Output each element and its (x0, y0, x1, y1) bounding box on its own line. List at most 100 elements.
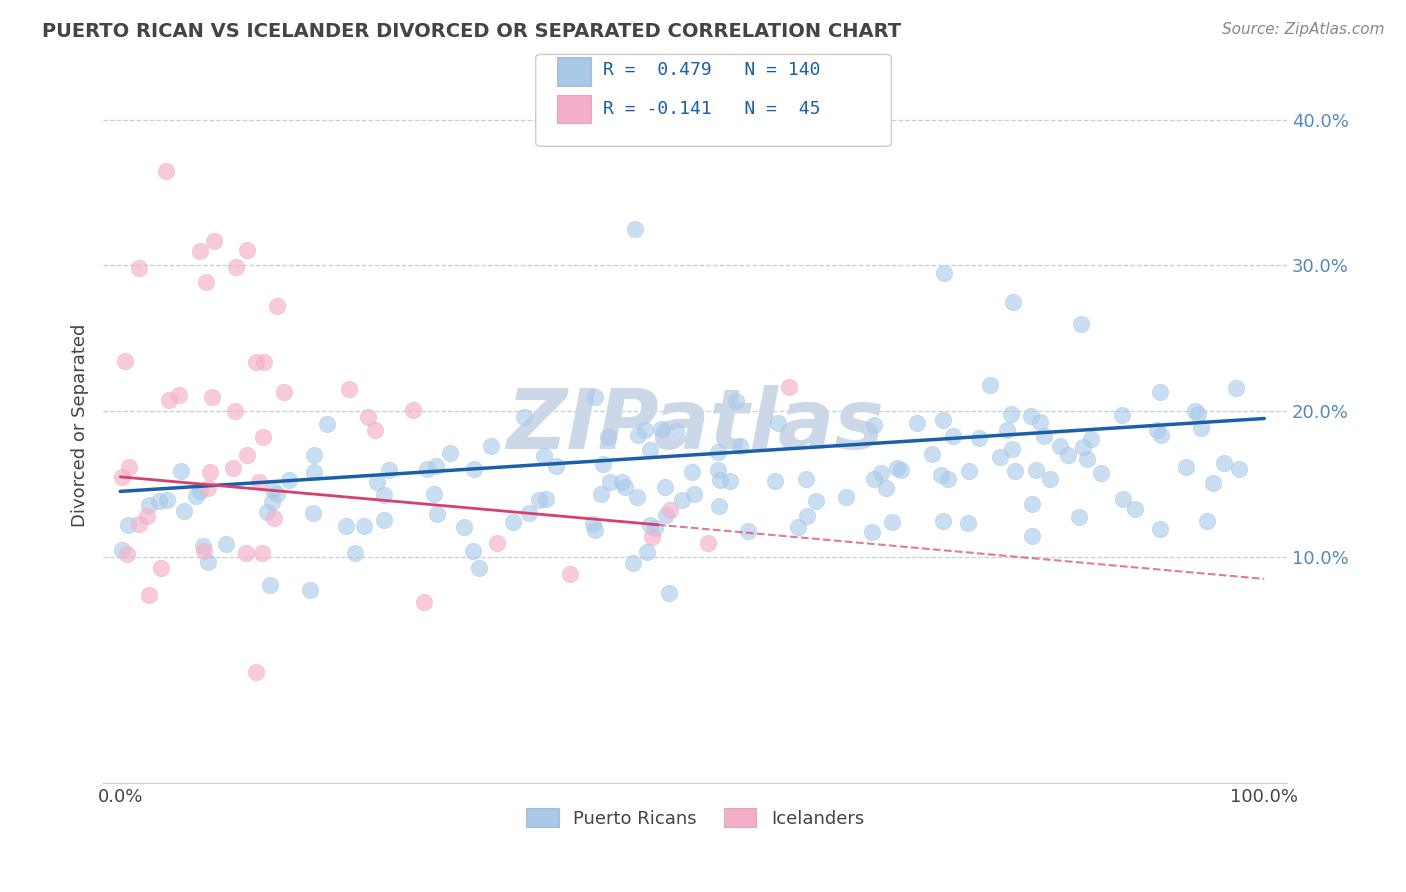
Point (157, 392, 180, 407)
Point (468, 561, 491, 575)
Point (599, 475, 621, 489)
Point (1071, 440, 1094, 454)
Point (266, 299, 288, 313)
Point (1021, 529, 1043, 543)
Point (114, 354, 136, 368)
Point (558, 567, 581, 582)
Point (671, 493, 693, 508)
Point (942, 428, 965, 442)
Point (696, 535, 718, 549)
Point (136, 508, 159, 523)
Point (636, 545, 658, 559)
Point (224, 404, 246, 418)
Point (167, 388, 190, 402)
Point (138, 498, 160, 512)
Point (378, 463, 401, 477)
Point (252, 429, 274, 443)
Point (766, 416, 789, 430)
Point (373, 514, 395, 528)
Point (463, 462, 485, 476)
Point (655, 508, 678, 522)
Point (247, 475, 270, 490)
Point (1184, 404, 1206, 418)
Point (835, 490, 858, 504)
Point (222, 460, 245, 475)
Point (412, 595, 434, 609)
Point (202, 234, 225, 248)
Text: Source: ZipAtlas.com: Source: ZipAtlas.com (1222, 22, 1385, 37)
Point (402, 402, 425, 417)
Point (150, 561, 173, 575)
Point (863, 472, 886, 486)
Point (1019, 409, 1042, 423)
Point (988, 450, 1011, 464)
Point (245, 665, 267, 679)
Point (621, 556, 644, 570)
Point (1028, 415, 1050, 429)
Point (366, 475, 388, 490)
Point (302, 465, 325, 479)
Point (1150, 427, 1173, 442)
Point (957, 463, 980, 477)
Point (707, 444, 730, 458)
Point (1049, 439, 1071, 453)
Point (517, 506, 540, 520)
Point (627, 428, 650, 442)
Point (709, 473, 731, 487)
Point (416, 461, 439, 475)
Point (583, 523, 606, 537)
Point (610, 475, 633, 489)
Point (778, 380, 800, 394)
Point (298, 583, 321, 598)
Point (665, 424, 688, 438)
Point (263, 510, 285, 524)
Y-axis label: Divorced or Separated: Divorced or Separated (72, 324, 89, 527)
Point (932, 413, 955, 427)
Point (1189, 421, 1212, 435)
Text: R = -0.141   N =  45: R = -0.141 N = 45 (603, 100, 821, 118)
Point (863, 417, 886, 432)
Point (193, 543, 215, 558)
Point (979, 377, 1001, 392)
Point (197, 556, 219, 570)
Point (188, 483, 211, 498)
Point (995, 423, 1018, 437)
Point (890, 462, 912, 476)
Point (886, 460, 908, 475)
Point (1025, 463, 1047, 477)
Point (259, 577, 281, 591)
Point (1033, 429, 1056, 443)
Text: R =  0.479   N = 140: R = 0.479 N = 140 (603, 62, 821, 79)
Point (1187, 407, 1209, 421)
Point (481, 439, 503, 453)
Point (1149, 523, 1171, 537)
Point (215, 536, 238, 550)
Point (235, 546, 257, 560)
Point (1070, 317, 1092, 331)
Point (1001, 442, 1024, 456)
Point (273, 384, 295, 399)
Point (138, 588, 160, 602)
Point (1225, 381, 1247, 395)
Point (598, 429, 620, 443)
Point (266, 487, 288, 501)
Point (111, 543, 134, 558)
Point (614, 480, 637, 494)
Point (544, 459, 567, 474)
Point (796, 508, 818, 523)
Point (682, 487, 704, 501)
Point (638, 517, 661, 532)
Point (932, 514, 955, 528)
Point (583, 390, 606, 404)
Point (197, 481, 219, 495)
Point (737, 524, 759, 538)
Point (1197, 514, 1219, 528)
Point (343, 546, 366, 560)
Point (463, 543, 485, 558)
Point (936, 472, 959, 486)
Point (650, 421, 672, 435)
Point (533, 449, 555, 463)
Point (155, 163, 177, 178)
Point (640, 530, 662, 544)
Point (1057, 448, 1080, 462)
